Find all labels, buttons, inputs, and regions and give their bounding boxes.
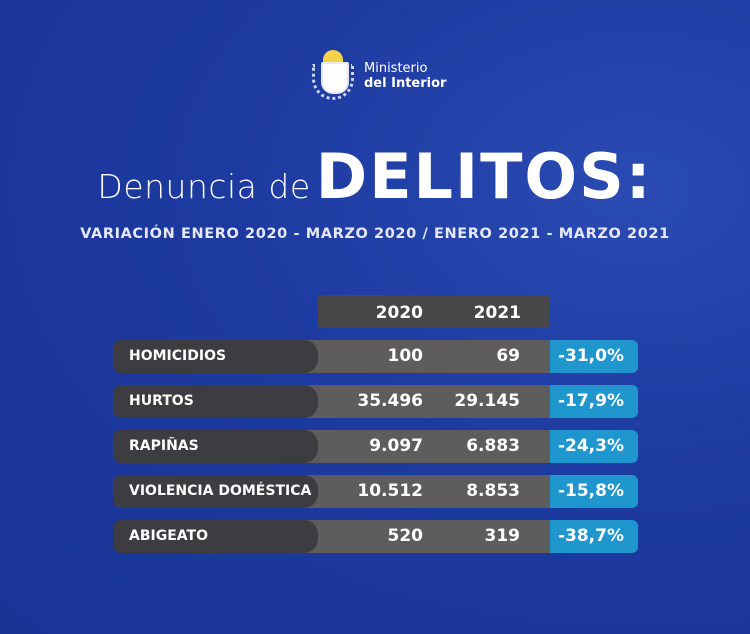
title-prefix: Denuncia de <box>97 167 311 206</box>
header-2021: 2021 <box>473 303 521 323</box>
value-2021: 29.145 <box>454 391 520 411</box>
value-2021: 69 <box>496 346 520 366</box>
title-main: DELITOS: <box>315 140 653 213</box>
page-title: Denuncia de DELITOS: <box>0 140 750 213</box>
change-badge: -15,8% <box>550 475 638 508</box>
logo-line1: Ministerio <box>364 61 428 76</box>
table-row: RAPIÑAS 9.097 6.883 -24,3% <box>113 430 638 463</box>
value-2020: 10.512 <box>357 481 423 501</box>
ministry-logo: Ministerio del Interior <box>312 50 446 102</box>
value-2020: 100 <box>387 346 424 366</box>
table-row: ABIGEATO 520 319 -38,7% <box>113 520 638 553</box>
value-2021: 8.853 <box>466 481 520 501</box>
value-2020: 9.097 <box>369 436 423 456</box>
coat-of-arms-icon <box>312 50 354 102</box>
change-badge: -24,3% <box>550 430 638 463</box>
table-row: VIOLENCIA DOMÉSTICA 10.512 8.853 -15,8% <box>113 475 638 508</box>
value-2021: 6.883 <box>466 436 520 456</box>
change-badge: -31,0% <box>550 340 638 373</box>
table-row: HURTOS 35.496 29.145 -17,9% <box>113 385 638 418</box>
table-header: 2020 2021 <box>318 295 550 328</box>
value-2020: 520 <box>387 526 424 546</box>
row-label: HOMICIDIOS <box>113 340 318 373</box>
row-label: ABIGEATO <box>113 520 318 553</box>
logo-line2: del Interior <box>364 76 447 91</box>
row-label: RAPIÑAS <box>113 430 318 463</box>
row-label: VIOLENCIA DOMÉSTICA <box>113 475 318 508</box>
subtitle: VARIACIÓN ENERO 2020 - MARZO 2020 / ENER… <box>80 226 670 242</box>
header-2020: 2020 <box>375 303 423 323</box>
row-label: HURTOS <box>113 385 318 418</box>
change-badge: -38,7% <box>550 520 638 553</box>
value-2021: 319 <box>484 526 521 546</box>
change-badge: -17,9% <box>550 385 638 418</box>
table-row: HOMICIDIOS 100 69 -31,0% <box>113 340 638 373</box>
value-2020: 35.496 <box>357 391 423 411</box>
